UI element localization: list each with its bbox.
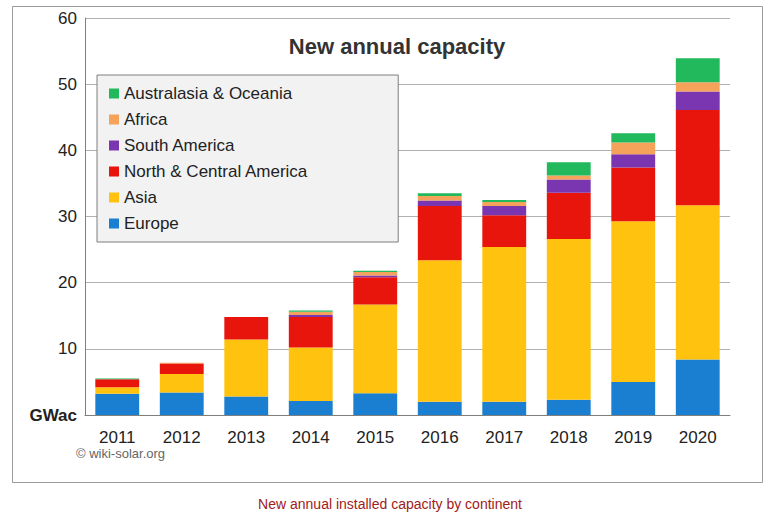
svg-text:2016: 2016: [421, 428, 459, 447]
svg-text:South America: South America: [124, 136, 235, 155]
svg-text:2013: 2013: [227, 428, 265, 447]
svg-text:2018: 2018: [550, 428, 588, 447]
svg-text:50: 50: [58, 75, 77, 94]
svg-text:20: 20: [58, 273, 77, 292]
svg-text:2017: 2017: [485, 428, 523, 447]
svg-text:2020: 2020: [679, 428, 717, 447]
svg-text:2019: 2019: [614, 428, 652, 447]
svg-text:2012: 2012: [163, 428, 201, 447]
svg-text:2015: 2015: [356, 428, 394, 447]
svg-text:30: 30: [58, 207, 77, 226]
svg-text:Europe: Europe: [124, 214, 179, 233]
svg-text:New annual installed capacity: New annual installed capacity by contine…: [258, 496, 522, 512]
svg-text:Asia: Asia: [124, 188, 158, 207]
svg-text:10: 10: [58, 339, 77, 358]
svg-text:2014: 2014: [292, 428, 330, 447]
svg-text:40: 40: [58, 141, 77, 160]
svg-text:60: 60: [58, 9, 77, 28]
svg-text:Africa: Africa: [124, 110, 168, 129]
svg-text:Australasia & Oceania: Australasia & Oceania: [124, 84, 293, 103]
svg-text:2011: 2011: [99, 428, 136, 447]
svg-text:North & Central America: North & Central America: [124, 162, 308, 181]
svg-text:New annual capacity: New annual capacity: [289, 34, 506, 59]
svg-text:GWac: GWac: [29, 406, 77, 425]
svg-text:© wiki-solar.org: © wiki-solar.org: [76, 446, 165, 461]
